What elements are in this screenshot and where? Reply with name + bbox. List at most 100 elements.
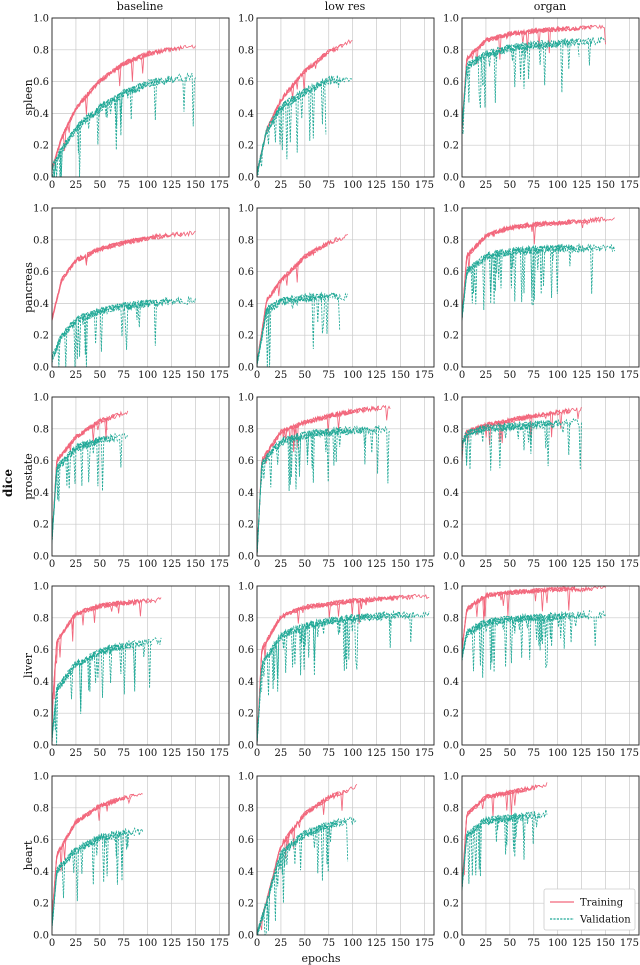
validation-run-line bbox=[257, 425, 379, 554]
column-title-low-res: low res bbox=[325, 0, 366, 13]
panel-frame bbox=[256, 396, 435, 557]
x-tick-label: 175 bbox=[415, 748, 434, 759]
x-tick-label: 0 bbox=[459, 180, 465, 191]
x-tick-label: 50 bbox=[503, 938, 516, 949]
y-tick-label: 0.2 bbox=[33, 520, 49, 531]
legend-training-label: Training bbox=[580, 898, 624, 909]
training-run-line bbox=[52, 230, 196, 320]
y-tick-label: 0.4 bbox=[443, 488, 459, 499]
x-tick-label: 125 bbox=[572, 938, 591, 949]
x-tick-label: 100 bbox=[138, 748, 157, 759]
y-tick-label: 1.0 bbox=[443, 204, 459, 215]
validation-run-line bbox=[257, 427, 356, 556]
y-tick-label: 0.2 bbox=[443, 520, 459, 531]
panel-heart-organ: 0 25 50 75 100 125 150 175 0.0 0.2 0.4 0.6 0.8 1.0 bbox=[443, 772, 640, 949]
panel-frame bbox=[256, 775, 435, 936]
x-tick-label: 100 bbox=[138, 370, 157, 381]
validation-run-line bbox=[462, 39, 553, 126]
validation-series bbox=[52, 637, 162, 745]
x-tick-label: 125 bbox=[572, 370, 591, 381]
training-series bbox=[257, 593, 430, 745]
row-label-pancreas: pancreas bbox=[22, 262, 35, 313]
x-tick-label: 25 bbox=[480, 559, 493, 570]
y-tick-label: 0.0 bbox=[33, 363, 49, 374]
x-tick-label: 175 bbox=[620, 559, 639, 570]
x-tick-label: 125 bbox=[162, 180, 181, 191]
x-tick-label: 175 bbox=[210, 180, 229, 191]
x-tick-label: 150 bbox=[596, 748, 615, 759]
x-tick-label: 150 bbox=[391, 938, 410, 949]
validation-run-line bbox=[257, 425, 367, 556]
training-run-line bbox=[462, 24, 606, 129]
x-tick-label: 25 bbox=[70, 748, 83, 759]
training-series bbox=[52, 597, 162, 734]
training-run-line bbox=[462, 216, 615, 322]
panel-prostate-low-res: 0 25 50 75 100 125 150 175 0.0 0.2 0.4 0.6 0.8 1.0 bbox=[238, 393, 435, 570]
x-tick-label: 175 bbox=[415, 559, 434, 570]
training-run-line bbox=[52, 598, 153, 734]
panel-liver-baseline: 0 25 50 75 100 125 150 175 0.0 0.2 0.4 0.6 0.8 1.0 bbox=[33, 582, 230, 759]
epochs-xlabel: epochs bbox=[301, 952, 340, 965]
x-tick-label: 150 bbox=[596, 559, 615, 570]
panel-pancreas-organ: 0 25 50 75 100 125 150 175 0.0 0.2 0.4 0.6 0.8 1.0 bbox=[443, 204, 640, 381]
x-tick-label: 0 bbox=[459, 938, 465, 949]
panel-liver-low-res: 0 25 50 75 100 125 150 175 0.0 0.2 0.4 0.6 0.8 1.0 bbox=[238, 582, 435, 759]
x-tick-label: 50 bbox=[93, 938, 106, 949]
training-series bbox=[257, 233, 348, 367]
validation-run-line bbox=[257, 292, 349, 367]
x-tick-label: 0 bbox=[49, 370, 55, 381]
panel-frame bbox=[461, 207, 640, 368]
x-tick-label: 125 bbox=[162, 938, 181, 949]
y-tick-label: 0.6 bbox=[443, 645, 459, 656]
validation-run-line bbox=[257, 75, 353, 173]
x-tick-label: 150 bbox=[596, 180, 615, 191]
y-tick-label: 0.8 bbox=[238, 613, 254, 624]
training-run-line bbox=[462, 25, 580, 130]
x-tick-label: 175 bbox=[620, 370, 639, 381]
x-tick-label: 125 bbox=[162, 559, 181, 570]
x-tick-label: 175 bbox=[415, 180, 434, 191]
x-tick-label: 175 bbox=[620, 748, 639, 759]
y-tick-label: 0.4 bbox=[443, 867, 459, 878]
y-tick-label: 1.0 bbox=[33, 14, 49, 25]
y-tick-label: 0.8 bbox=[443, 613, 459, 624]
x-tick-label: 125 bbox=[367, 559, 386, 570]
y-tick-label: 0.0 bbox=[238, 173, 254, 184]
panel-pancreas-low-res: 0 25 50 75 100 125 150 175 0.0 0.2 0.4 0.6 0.8 1.0 bbox=[238, 204, 435, 381]
training-series bbox=[257, 783, 358, 935]
x-tick-label: 125 bbox=[162, 370, 181, 381]
x-tick-label: 50 bbox=[298, 180, 311, 191]
validation-run-line bbox=[52, 72, 196, 171]
x-tick-label: 150 bbox=[186, 748, 205, 759]
y-tick-label: 0.8 bbox=[33, 45, 49, 56]
validation-run-line bbox=[52, 434, 108, 538]
x-tick-label: 25 bbox=[275, 748, 288, 759]
y-tick-label: 0.2 bbox=[33, 709, 49, 720]
validation-run-line bbox=[462, 243, 574, 316]
validation-run-line bbox=[462, 39, 567, 134]
y-tick-label: 0.4 bbox=[238, 677, 254, 688]
panel-spleen-organ: 0 25 50 75 100 125 150 175 0.0 0.2 0.4 0.6 0.8 1.0 bbox=[443, 14, 640, 191]
x-tick-label: 50 bbox=[298, 370, 311, 381]
y-tick-label: 0.0 bbox=[33, 931, 49, 942]
x-tick-label: 50 bbox=[93, 748, 106, 759]
validation-series bbox=[52, 432, 129, 544]
x-tick-label: 100 bbox=[343, 180, 362, 191]
training-run-line bbox=[52, 50, 157, 171]
training-run-line bbox=[257, 405, 380, 556]
validation-run-line bbox=[257, 819, 349, 935]
training-run-line bbox=[257, 789, 348, 934]
panel-prostate-baseline: 0 25 50 75 100 125 150 175 0.0 0.2 0.4 0.6 0.8 1.0 bbox=[33, 393, 230, 570]
x-tick-label: 125 bbox=[367, 938, 386, 949]
y-tick-label: 1.0 bbox=[33, 772, 49, 783]
x-tick-label: 0 bbox=[49, 748, 55, 759]
y-tick-label: 0.2 bbox=[443, 331, 459, 342]
y-tick-label: 0.2 bbox=[443, 899, 459, 910]
y-tick-label: 0.6 bbox=[238, 835, 254, 846]
panel-frame bbox=[51, 775, 230, 936]
x-tick-label: 100 bbox=[548, 180, 567, 191]
training-series bbox=[462, 24, 606, 132]
y-tick-label: 0.0 bbox=[443, 363, 459, 374]
y-tick-label: 0.4 bbox=[238, 488, 254, 499]
validation-run-line bbox=[462, 243, 560, 321]
